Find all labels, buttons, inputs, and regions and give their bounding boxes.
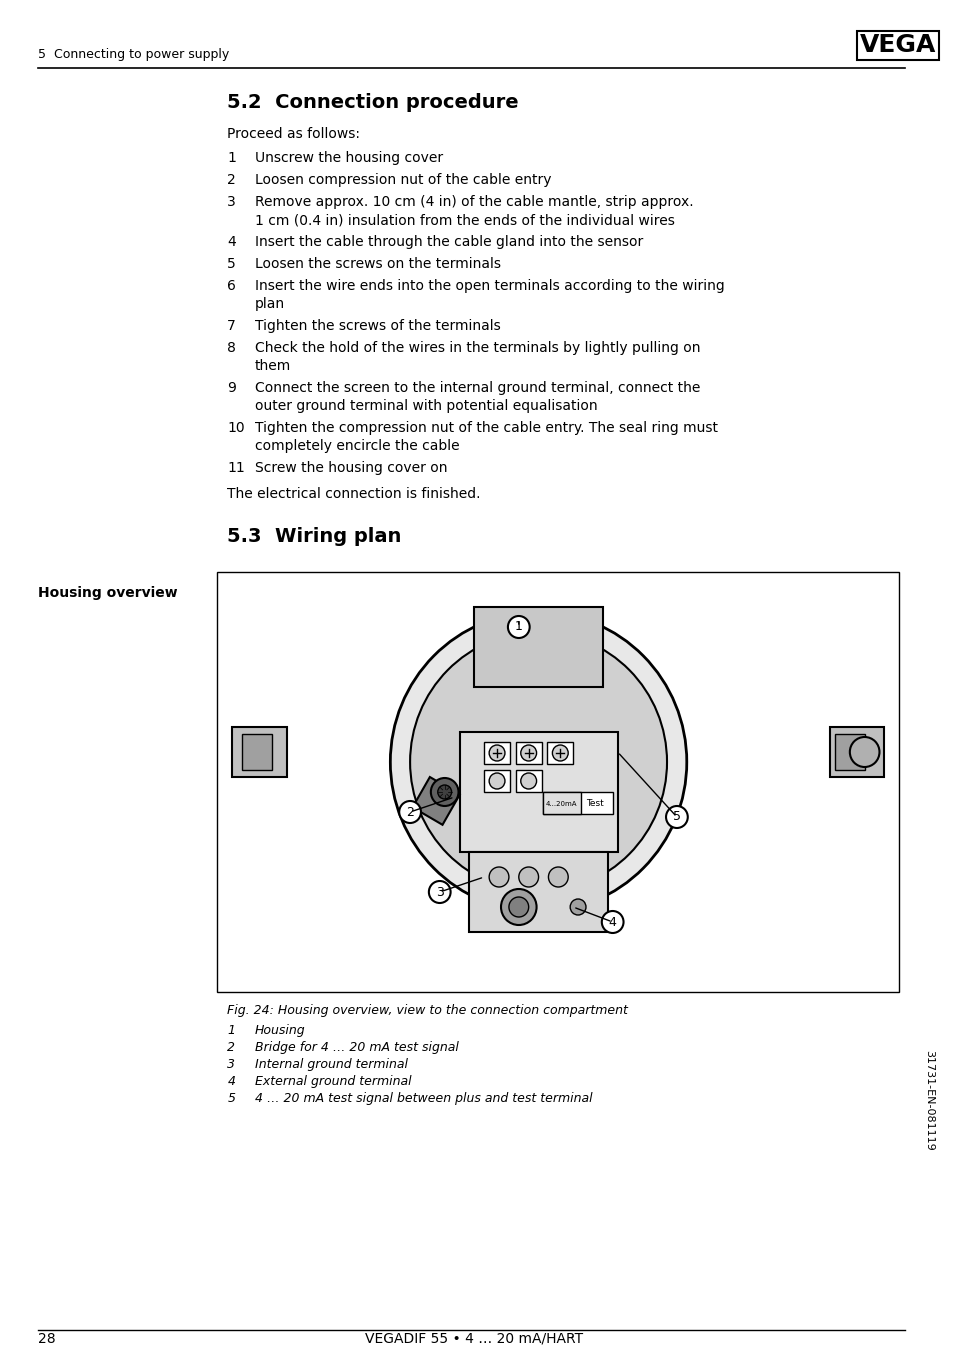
Text: Internal ground terminal: Internal ground terminal [254,1057,408,1071]
Text: Screw the housing cover on: Screw the housing cover on [254,460,447,475]
Circle shape [520,745,536,761]
Text: VEGA: VEGA [859,32,935,57]
Text: Loosen the screws on the terminals: Loosen the screws on the terminals [254,257,500,271]
Text: 7: 7 [227,320,235,333]
Text: Fig. 24: Housing overview, view to the connection compartment: Fig. 24: Housing overview, view to the c… [227,1005,627,1017]
Bar [217,571,899,992]
Text: 9: 9 [227,380,236,395]
Circle shape [507,616,529,638]
Bar [516,770,541,792]
Circle shape [520,773,536,789]
Text: 5  Connecting to power supply: 5 Connecting to power supply [37,47,229,61]
Text: 4: 4 [227,236,235,249]
Text: 2: 2 [406,806,414,819]
Text: Test: Test [585,799,603,808]
Text: The electrical connection is finished.: The electrical connection is finished. [227,487,480,501]
Circle shape [489,867,508,887]
Circle shape [570,899,585,915]
Text: 3: 3 [227,195,235,209]
Circle shape [429,881,450,903]
Text: 4...20mA: 4...20mA [545,802,577,807]
Text: Insert the cable through the cable gland into the sensor: Insert the cable through the cable gland… [254,236,642,249]
Circle shape [548,867,568,887]
Text: 2: 2 [227,173,235,187]
Bar [412,777,459,825]
Text: 1: 1 [227,152,236,165]
Text: 5: 5 [672,811,680,823]
Text: Bridge for 4 … 20 mA test signal: Bridge for 4 … 20 mA test signal [254,1041,458,1053]
Text: 8: 8 [227,341,236,355]
Text: Proceed as follows:: Proceed as follows: [227,127,360,141]
Bar [834,734,863,770]
Circle shape [437,785,451,799]
Text: 1: 1 [227,1024,235,1037]
Text: 3: 3 [227,1057,235,1071]
Text: Remove approx. 10 cm (4 in) of the cable mantle, strip approx.: Remove approx. 10 cm (4 in) of the cable… [254,195,693,209]
Text: Insert the wire ends into the open terminals according to the wiring: Insert the wire ends into the open termi… [254,279,724,292]
Bar [484,742,509,764]
Text: 28: 28 [37,1332,55,1346]
Circle shape [489,773,504,789]
Bar [469,852,607,932]
Text: 5.3  Wiring plan: 5.3 Wiring plan [227,527,401,546]
Circle shape [390,612,686,913]
Text: 4 … 20 mA test signal between plus and test terminal: 4 … 20 mA test signal between plus and t… [254,1091,592,1105]
Text: 3: 3 [436,886,443,899]
Bar [232,727,286,777]
Text: 11: 11 [227,460,245,475]
Text: 5: 5 [227,1091,235,1105]
Circle shape [398,802,420,823]
Text: 5: 5 [227,257,235,271]
Text: plan: plan [254,297,285,311]
Circle shape [508,896,528,917]
Bar [474,607,602,686]
Text: Unscrew the housing cover: Unscrew the housing cover [254,152,442,165]
Text: 31731-EN-081119: 31731-EN-081119 [923,1049,933,1151]
Text: 2: 2 [227,1041,235,1053]
Text: External ground terminal: External ground terminal [254,1075,411,1089]
Text: Connect the screen to the internal ground terminal, connect the: Connect the screen to the internal groun… [254,380,700,395]
Bar [459,733,617,852]
Text: 4: 4 [608,915,616,929]
Bar [547,742,573,764]
Text: Tighten the screws of the terminals: Tighten the screws of the terminals [254,320,500,333]
Text: Check the hold of the wires in the terminals by lightly pulling on: Check the hold of the wires in the termi… [254,341,700,355]
Text: 10: 10 [227,421,245,435]
Text: 6: 6 [227,279,236,292]
Text: Housing: Housing [254,1024,305,1037]
Text: completely encircle the cable: completely encircle the cable [254,439,459,454]
Text: Housing overview: Housing overview [37,586,177,600]
Bar [543,792,580,814]
Circle shape [849,737,879,766]
Circle shape [410,632,666,892]
Circle shape [431,779,458,806]
Text: them: them [254,359,291,372]
Bar [829,727,883,777]
Text: Loosen compression nut of the cable entry: Loosen compression nut of the cable entr… [254,173,551,187]
Bar [516,742,541,764]
Text: 1: 1 [515,620,522,634]
Circle shape [665,806,687,829]
Text: outer ground terminal with potential equalisation: outer ground terminal with potential equ… [254,399,597,413]
Text: Tighten the compression nut of the cable entry. The seal ring must: Tighten the compression nut of the cable… [254,421,718,435]
Circle shape [500,890,536,925]
Text: 5.2  Connection procedure: 5.2 Connection procedure [227,93,518,112]
Circle shape [489,745,504,761]
Text: 1 cm (0.4 in) insulation from the ends of the individual wires: 1 cm (0.4 in) insulation from the ends o… [254,213,674,227]
Circle shape [601,911,623,933]
Circle shape [518,867,538,887]
Bar [484,770,509,792]
Circle shape [552,745,568,761]
Bar [543,792,612,814]
Bar [242,734,272,770]
Text: 4: 4 [227,1075,235,1089]
Text: VEGADIF 55 • 4 … 20 mA/HART: VEGADIF 55 • 4 … 20 mA/HART [365,1332,583,1346]
